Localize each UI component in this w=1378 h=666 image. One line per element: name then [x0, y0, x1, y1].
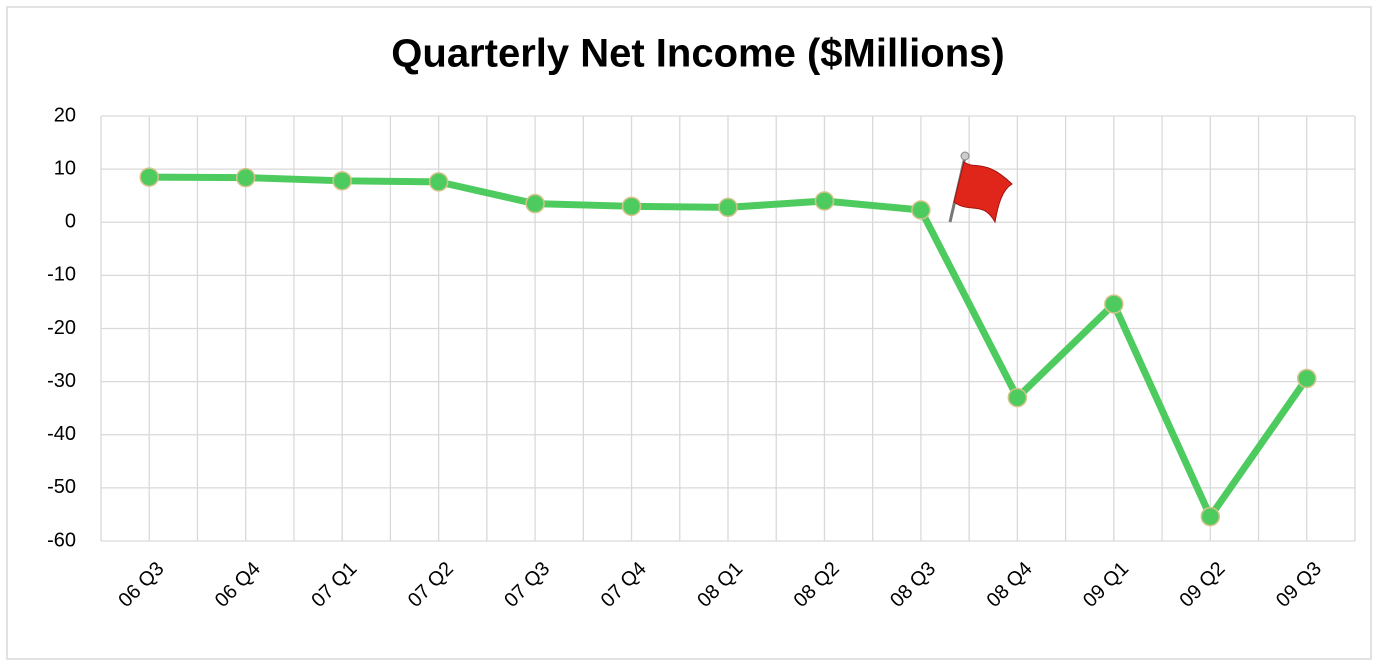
marker: [235, 167, 256, 188]
marker: [621, 196, 642, 217]
marker: [1200, 506, 1221, 527]
y-tick-label: -30: [47, 370, 76, 392]
y-tick-label: -60: [47, 529, 76, 551]
marker: [1007, 387, 1028, 408]
y-tick-label: 10: [54, 157, 76, 179]
chart-title: Quarterly Net Income ($Millions): [391, 32, 1004, 76]
marker: [525, 193, 545, 214]
y-tick-label: 20: [54, 104, 76, 126]
y-tick-label: 0: [65, 211, 76, 233]
y-tick-label: -20: [47, 317, 76, 339]
marker: [428, 172, 449, 192]
marker: [718, 197, 738, 218]
chart-frame: [6, 6, 1372, 660]
marker: [332, 171, 352, 191]
flag-icon: [948, 151, 1013, 224]
marker: [1104, 294, 1124, 314]
marks: [139, 167, 1317, 527]
marker: [814, 191, 835, 211]
marker: [139, 167, 159, 187]
marker: [1297, 368, 1317, 389]
y-tick-label: -10: [47, 264, 76, 286]
flag-cloth: [953, 161, 1013, 224]
y-tick-label: -50: [47, 476, 76, 498]
y-tick-label: -40: [47, 423, 76, 445]
marker: [911, 200, 931, 220]
flag-knob: [960, 151, 970, 161]
